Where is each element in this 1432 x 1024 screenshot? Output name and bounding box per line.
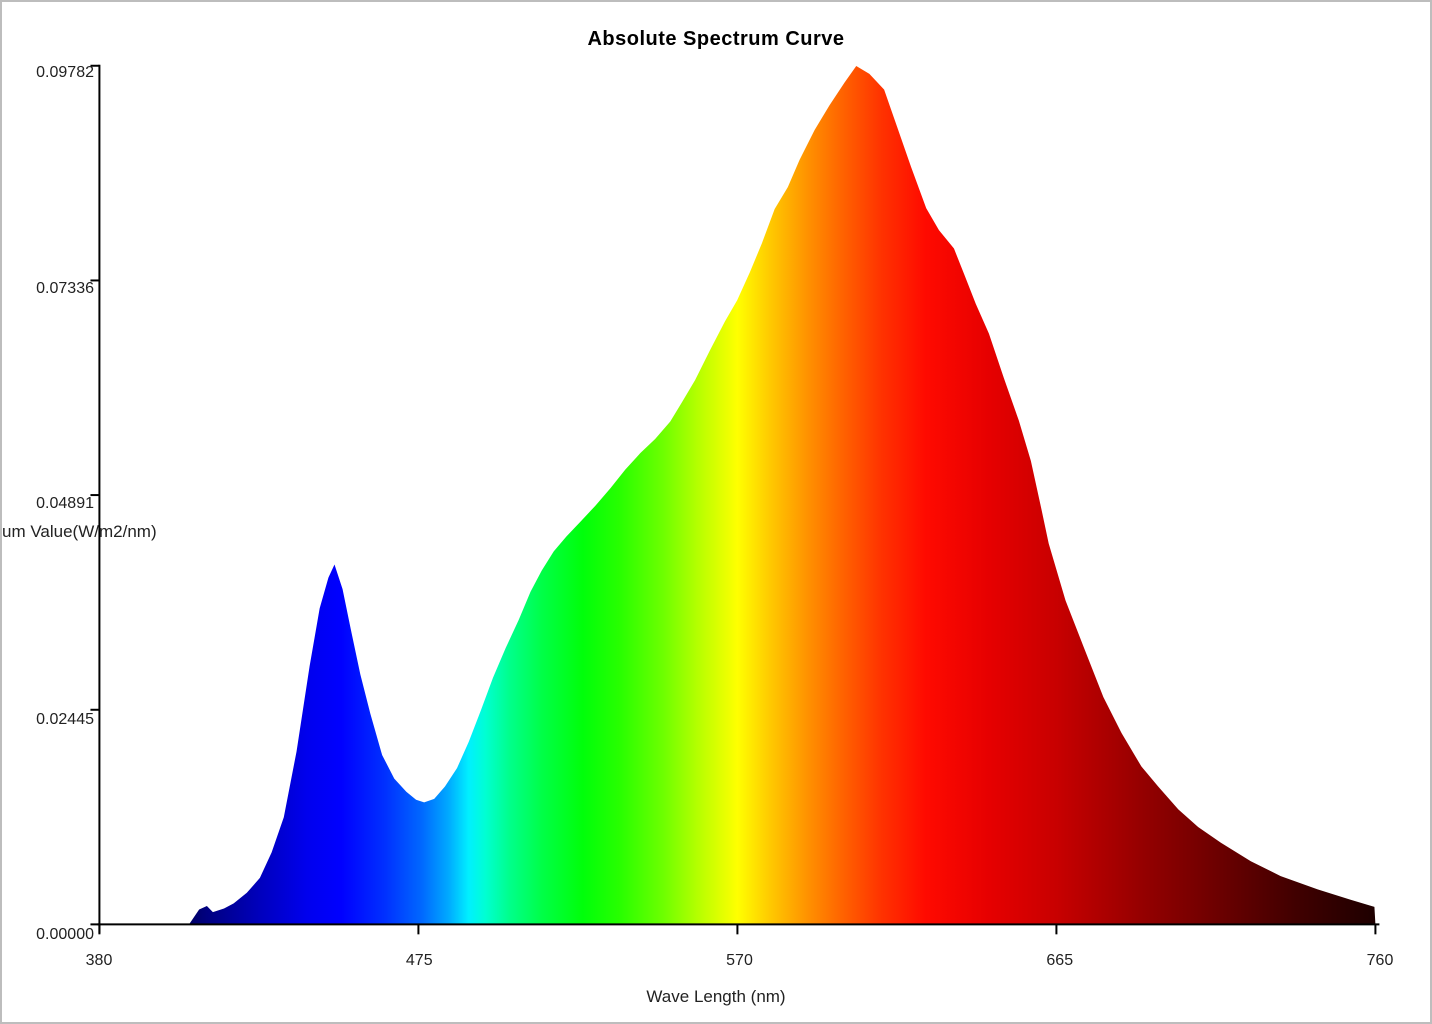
x-tick-label: 665 <box>1046 952 1074 969</box>
y-tick-label: 0.00000 <box>36 926 94 943</box>
y-axis-title: um Value(W/m2/nm) <box>2 522 157 541</box>
x-tick-label: 475 <box>405 952 433 969</box>
y-tick-label: 0.04891 <box>36 495 94 512</box>
spectrum-curve-fill <box>189 65 1376 925</box>
x-tick-label: 570 <box>726 952 753 969</box>
y-tick-label: 0.09782 <box>36 64 94 81</box>
y-tick-label: 0.02445 <box>36 710 94 728</box>
axis-tick-marks <box>90 64 1377 935</box>
chart-title: Absolute Spectrum Curve <box>587 28 845 50</box>
y-tick-label: 0.07336 <box>36 279 94 297</box>
x-axis-title: Wave Length (nm) <box>646 987 786 1006</box>
x-tick-label: 760 <box>1366 952 1394 969</box>
x-tick-label: 380 <box>85 952 113 969</box>
